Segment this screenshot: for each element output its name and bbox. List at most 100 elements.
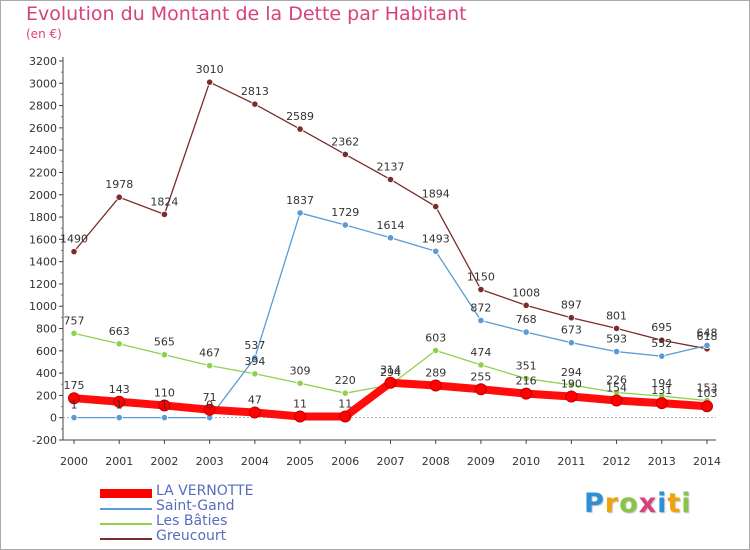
legend-label: LA VERNOTTE <box>156 483 254 499</box>
x-tick-label: 2012 <box>603 455 631 468</box>
data-point <box>701 400 713 413</box>
data-label: 47 <box>248 393 262 406</box>
logo-letter: P <box>584 488 605 519</box>
x-tick-label: 2006 <box>331 455 359 468</box>
data-point <box>158 399 171 412</box>
data-point <box>296 209 304 217</box>
data-label: 0 <box>206 399 213 412</box>
data-label: 1 <box>161 399 168 412</box>
data-label: 552 <box>651 337 672 350</box>
legend-swatch <box>100 523 152 525</box>
y-tick-label: 2200 <box>29 166 57 179</box>
data-point <box>341 389 349 397</box>
data-label: 1824 <box>150 195 178 208</box>
data-point <box>474 383 487 396</box>
data-point <box>341 150 349 159</box>
data-point <box>203 403 216 416</box>
data-label: 190 <box>561 378 582 391</box>
data-label: 801 <box>606 309 627 322</box>
data-point <box>294 410 307 423</box>
data-label: 1008 <box>512 286 540 299</box>
data-label: 71 <box>203 391 217 404</box>
data-label: 143 <box>109 383 130 396</box>
data-point <box>655 397 668 410</box>
data-label: 1 <box>116 399 123 412</box>
data-point <box>384 376 397 389</box>
data-point <box>567 381 575 389</box>
data-point <box>296 379 304 387</box>
x-tick-label: 2008 <box>422 455 450 468</box>
data-label: 11 <box>293 397 307 410</box>
logo-letter: i <box>681 488 692 519</box>
data-label: 131 <box>651 384 672 397</box>
data-point <box>432 247 440 255</box>
legend-label: Les Bâties <box>156 513 228 529</box>
data-label: 309 <box>290 364 311 377</box>
x-tick-label: 2004 <box>241 455 269 468</box>
data-label: 757 <box>64 314 85 327</box>
legend-swatch <box>100 489 152 498</box>
y-tick-label: 3200 <box>29 55 57 68</box>
data-point <box>432 202 440 211</box>
y-tick-label: 200 <box>36 389 57 402</box>
data-label: 695 <box>651 321 672 334</box>
data-label: 1 <box>71 399 78 412</box>
data-label: 153 <box>697 382 718 395</box>
data-label: 2813 <box>241 85 269 98</box>
y-tick-label: 3000 <box>29 77 57 90</box>
data-label: 226 <box>606 374 627 387</box>
data-label: 1493 <box>422 232 450 245</box>
data-point <box>477 316 485 325</box>
legend-swatch <box>100 508 152 510</box>
data-label: 394 <box>244 355 265 368</box>
x-tick-label: 2002 <box>150 455 178 468</box>
data-point <box>339 410 352 423</box>
data-point <box>70 329 78 337</box>
data-point <box>612 348 621 356</box>
logo-letter: i <box>657 488 668 519</box>
data-label: 351 <box>516 360 537 373</box>
data-point <box>68 392 80 405</box>
y-tick-label: 1800 <box>29 211 57 224</box>
chart-subtitle: (en €) <box>26 27 62 41</box>
x-tick-label: 2014 <box>693 455 721 468</box>
data-point <box>658 336 666 344</box>
data-point <box>429 379 442 392</box>
data-point <box>115 193 123 201</box>
x-tick-label: 2000 <box>60 455 88 468</box>
data-label: 1978 <box>105 178 133 191</box>
data-point <box>251 354 259 362</box>
data-point <box>206 78 214 86</box>
data-label: 216 <box>516 375 537 388</box>
data-label: 103 <box>697 387 718 400</box>
data-point <box>658 352 666 360</box>
data-label: 11 <box>338 397 352 410</box>
data-point <box>70 413 78 422</box>
data-point <box>113 395 126 408</box>
legend-swatch <box>100 538 152 540</box>
data-point <box>610 394 623 407</box>
data-point <box>565 390 578 403</box>
data-label: 593 <box>606 333 627 346</box>
data-label: 194 <box>651 377 672 390</box>
data-label: 2137 <box>377 160 405 173</box>
data-label: 603 <box>425 331 446 344</box>
data-point <box>477 361 485 369</box>
y-tick-label: 400 <box>36 367 57 380</box>
data-point <box>206 362 214 370</box>
data-label: 768 <box>516 313 537 326</box>
data-point <box>386 234 395 242</box>
chart-title: Evolution du Montant de la Dette par Hab… <box>26 3 467 25</box>
x-tick-label: 2010 <box>512 455 540 468</box>
y-tick-label: 2600 <box>29 122 57 135</box>
data-label: 618 <box>697 330 718 343</box>
data-label: 648 <box>697 326 718 339</box>
data-label: 537 <box>244 339 265 352</box>
logo-letter: o <box>619 488 639 519</box>
legend-label: Greucourt <box>156 528 227 544</box>
data-label: 2362 <box>331 135 359 148</box>
y-tick-label: 2800 <box>29 100 57 113</box>
data-label: 110 <box>154 386 175 399</box>
logo-letter: x <box>638 488 658 519</box>
